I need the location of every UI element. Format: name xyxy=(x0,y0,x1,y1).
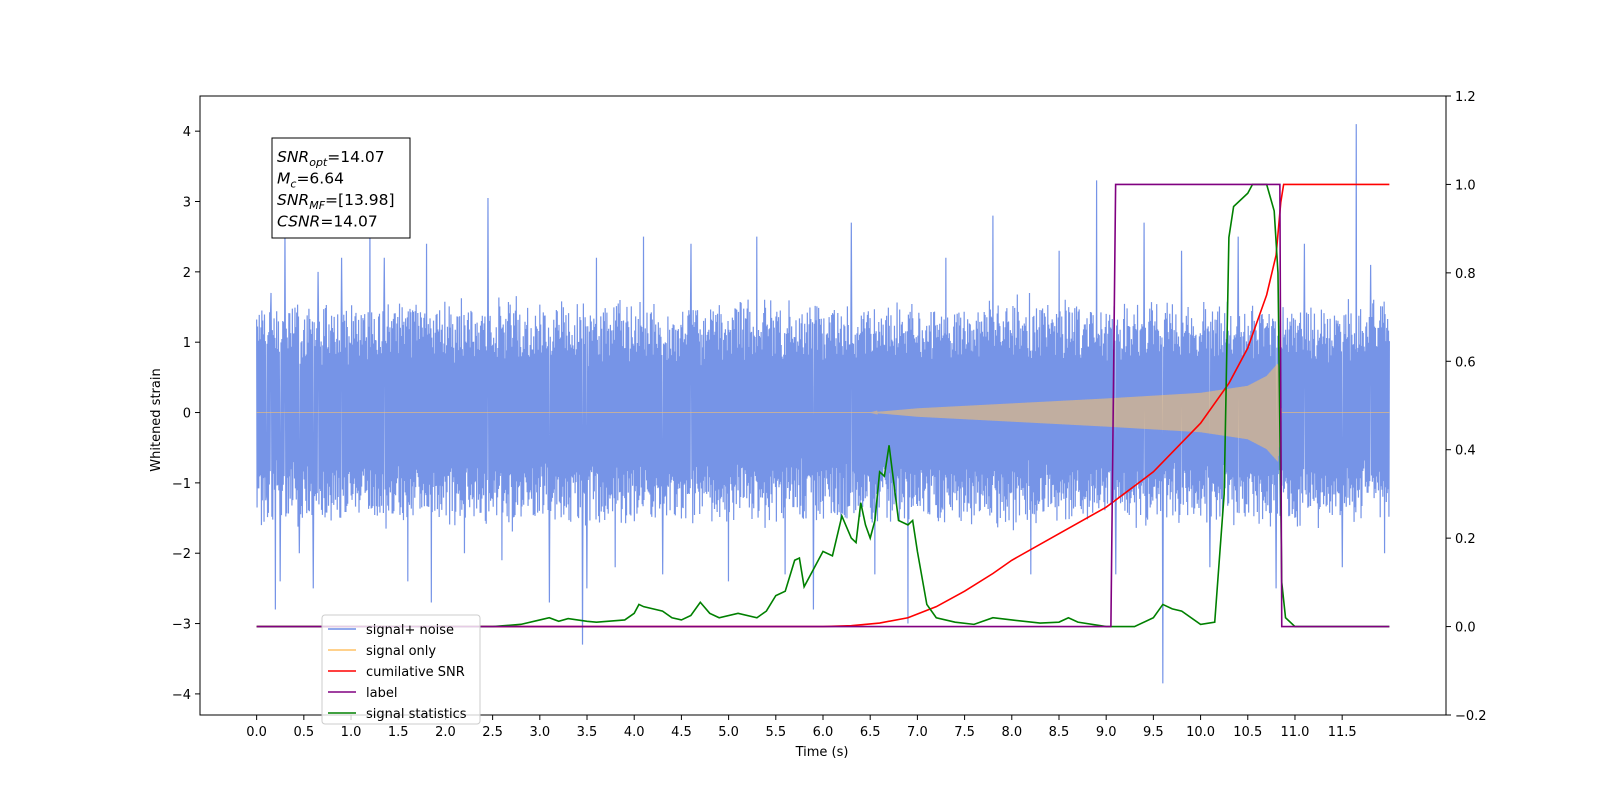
signal-noise-line xyxy=(256,124,1390,684)
y2-tick-label: 0.8 xyxy=(1455,267,1476,282)
cumulative-snr-line xyxy=(256,183,1390,628)
y2-tick-label: −0.2 xyxy=(1455,709,1487,724)
x-tick-label: 0.5 xyxy=(293,725,314,740)
annotation-line: Mc=6.64 xyxy=(277,170,344,191)
y-tick-label: −2 xyxy=(172,547,191,562)
y2-tick-label: 0.4 xyxy=(1455,444,1476,459)
annotation-symbol: CSNR xyxy=(277,213,320,231)
legend-entries: signal+ noise signal only cumilative SNR la… xyxy=(328,623,467,722)
y2-tick-label: 1.2 xyxy=(1455,90,1476,105)
y-tick-label: 1 xyxy=(183,336,191,351)
annotation-value: =14.07 xyxy=(327,148,384,166)
x-tick-label: 6.0 xyxy=(813,725,834,740)
x-tick-label: 1.5 xyxy=(388,725,409,740)
label-line xyxy=(256,183,1390,628)
annotation-symbol: SNR xyxy=(277,191,309,209)
x-tick-label: 3.0 xyxy=(529,725,550,740)
y-axis-label: Whitened strain xyxy=(149,368,164,471)
y2-tick-label: 0.2 xyxy=(1455,532,1476,547)
annotation-symbol: M xyxy=(277,170,290,188)
x-tick-label: 8.0 xyxy=(1001,725,1022,740)
legend-label: label xyxy=(366,686,397,701)
annotation-subscript: opt xyxy=(309,156,328,169)
y-tick-label: −3 xyxy=(172,618,191,633)
annotation-value: =14.07 xyxy=(320,213,377,231)
stats-annotation: SNRopt=14.07Mc=6.64SNRMF=[13.98]CSNR=14.… xyxy=(271,137,411,239)
annotation-subscript: c xyxy=(290,178,296,191)
y-tick-label: −4 xyxy=(172,688,191,703)
annotation-value: =6.64 xyxy=(296,170,344,188)
annotation-lines: SNRopt=14.07Mc=6.64SNRMF=[13.98]CSNR=14.… xyxy=(277,148,395,231)
line-series-group xyxy=(256,183,1390,628)
x-tick-label: 9.0 xyxy=(1096,725,1117,740)
x-tick-label: 0.0 xyxy=(246,725,267,740)
x-tick-label: 7.0 xyxy=(907,725,928,740)
annotation-line: CSNR=14.07 xyxy=(277,213,378,231)
annotation-line: SNRMF=[13.98] xyxy=(277,191,395,212)
x-tick-label: 9.5 xyxy=(1143,725,1164,740)
legend-label: signal statistics xyxy=(366,707,467,722)
annotation-line: SNRopt=14.07 xyxy=(277,148,385,169)
x-tick-label: 8.5 xyxy=(1049,725,1070,740)
x-tick-label: 5.0 xyxy=(718,725,739,740)
y-tick-label: 2 xyxy=(183,266,191,281)
signal-only-line xyxy=(256,363,1390,462)
x-axis-ticks: 0.0 0.5 1.0 1.5 2.0 2.5 3.0 3.5 4.0 4.5 5.0 5.5 6.0 6… xyxy=(246,715,1357,740)
x-tick-label: 3.5 xyxy=(577,725,598,740)
legend-label: signal only xyxy=(366,644,436,659)
x-tick-label: 11.5 xyxy=(1328,725,1357,740)
x-tick-label: 5.5 xyxy=(765,725,786,740)
y2-tick-label: 0.6 xyxy=(1455,355,1476,370)
y-tick-label: 3 xyxy=(183,196,191,211)
x-axis-label: Time (s) xyxy=(795,745,849,760)
annotation-symbol: SNR xyxy=(277,148,309,166)
signal-only-series xyxy=(256,363,1390,462)
legend-label: cumilative SNR xyxy=(366,665,465,680)
y2-tick-label: 0.0 xyxy=(1455,621,1476,636)
annotation-box xyxy=(271,137,411,239)
x-tick-label: 4.0 xyxy=(624,725,645,740)
x-tick-label: 11.0 xyxy=(1280,725,1309,740)
y-tick-label: −1 xyxy=(172,477,191,492)
x-tick-label: 7.5 xyxy=(954,725,975,740)
x-tick-label: 4.5 xyxy=(671,725,692,740)
annotation-subscript: MF xyxy=(309,199,325,212)
legend-box xyxy=(321,614,481,725)
annotation-value: =[13.98] xyxy=(325,191,394,209)
y2-tick-label: 1.0 xyxy=(1455,178,1476,193)
y2-axis-ticks: 1.2 1.0 0.8 0.6 0.4 0.2 0.0 −0.2 xyxy=(1446,90,1487,724)
legend-label: signal+ noise xyxy=(366,623,454,638)
legend: signal+ noise signal only cumilative SNR la… xyxy=(321,614,481,725)
x-tick-label: 6.5 xyxy=(860,725,881,740)
x-tick-label: 1.0 xyxy=(341,725,362,740)
x-tick-label: 2.0 xyxy=(435,725,456,740)
signal-statistics-line xyxy=(256,183,1390,628)
x-tick-label: 10.5 xyxy=(1233,725,1262,740)
x-tick-label: 10.0 xyxy=(1186,725,1215,740)
y-axis-ticks: 4 3 2 1 0 −1 −2 −3 −4 xyxy=(172,125,200,703)
signal-noise-series xyxy=(256,124,1390,684)
y-tick-label: 4 xyxy=(183,125,191,140)
y-tick-label: 0 xyxy=(183,407,191,422)
x-tick-label: 2.5 xyxy=(482,725,503,740)
